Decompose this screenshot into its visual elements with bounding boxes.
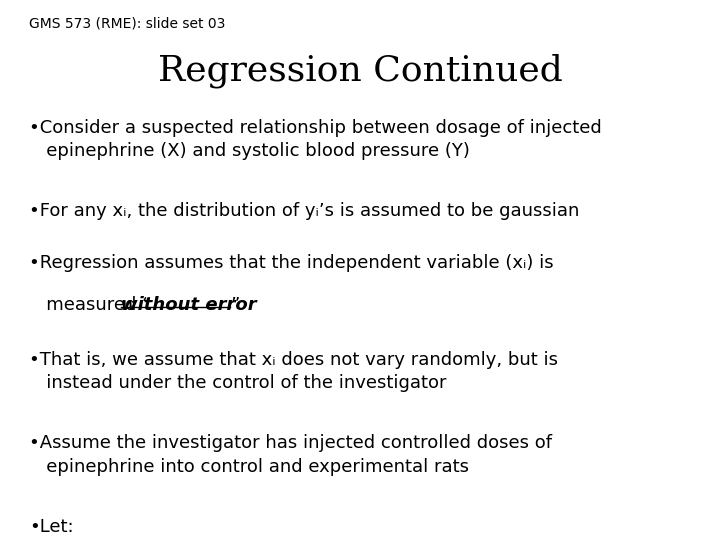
Text: Regression Continued: Regression Continued	[158, 54, 562, 89]
Text: •That is, we assume that xᵢ does not vary randomly, but is
   instead under the : •That is, we assume that xᵢ does not var…	[29, 351, 558, 393]
Text: without error: without error	[121, 296, 256, 314]
Text: GMS 573 (RME): slide set 03: GMS 573 (RME): slide set 03	[29, 16, 225, 30]
Text: ”: ”	[230, 296, 240, 314]
Text: •For any xᵢ, the distribution of yᵢ’s is assumed to be gaussian: •For any xᵢ, the distribution of yᵢ’s is…	[29, 202, 579, 220]
Text: •Regression assumes that the independent variable (xᵢ) is: •Regression assumes that the independent…	[29, 254, 554, 272]
Text: •Let:: •Let:	[29, 518, 73, 536]
Text: •Consider a suspected relationship between dosage of injected
   epinephrine (X): •Consider a suspected relationship betwe…	[29, 119, 601, 160]
Text: measured “: measured “	[29, 296, 151, 314]
Text: •Assume the investigator has injected controlled doses of
   epinephrine into co: •Assume the investigator has injected co…	[29, 434, 552, 476]
